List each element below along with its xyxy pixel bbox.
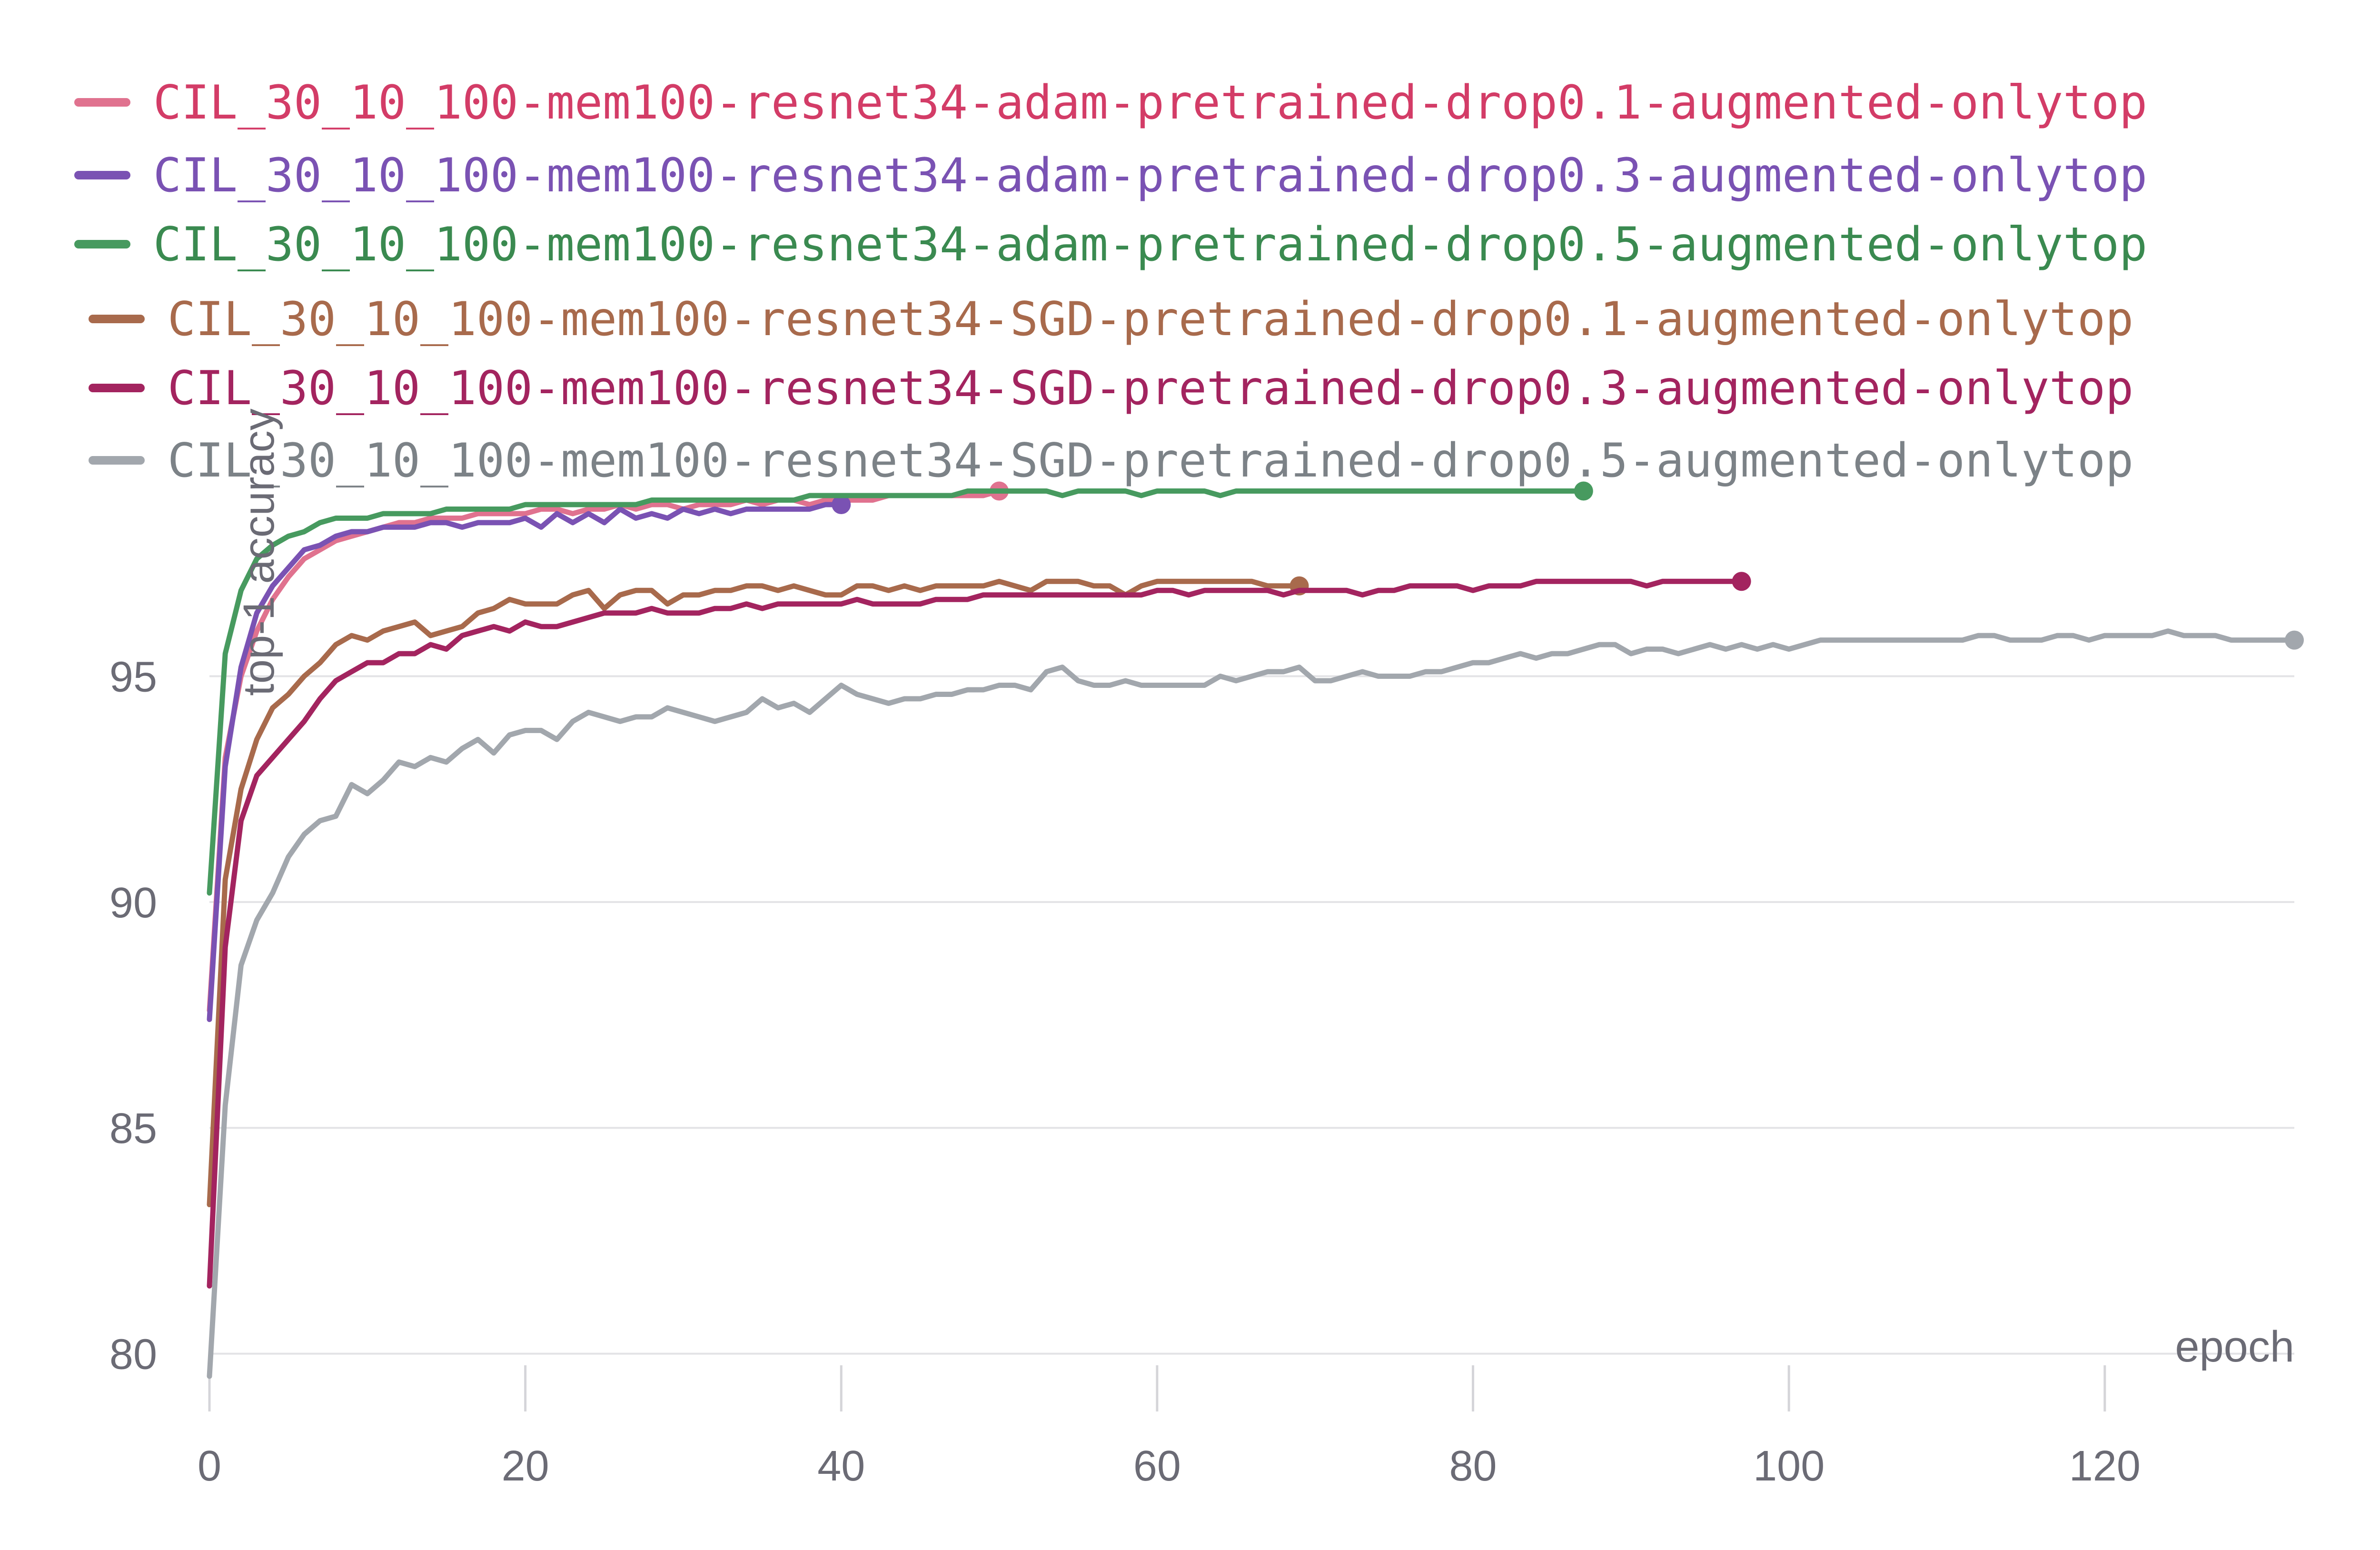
legend-label-5[interactable]: CIL_30_10_100-mem100-resnet34-SGD-pretra… [168, 434, 2133, 488]
x-tick-label: 0 [198, 1442, 221, 1490]
x-tick-label: 60 [1133, 1442, 1181, 1490]
series-end-point-2 [1574, 481, 1593, 501]
legend-label-0[interactable]: CIL_30_10_100-mem100-resnet34-adam-pretr… [153, 76, 2147, 130]
series-end-point-4 [1732, 572, 1751, 591]
x-axis-ticks: 0 20 40 60 80 100 120 [198, 1365, 2141, 1490]
series-end-point-1 [832, 495, 851, 514]
x-tick-label: 80 [1449, 1442, 1497, 1490]
x-tick-label: 120 [2069, 1442, 2141, 1490]
legend: CIL_30_10_100-mem100-resnet34-adam-pretr… [74, 76, 2147, 488]
series-line-4 [207, 578, 1745, 1289]
series-line-5 [207, 628, 2297, 1379]
x-tick-label: 20 [502, 1442, 549, 1490]
legend-label-1[interactable]: CIL_30_10_100-mem100-resnet34-adam-pretr… [153, 149, 2147, 203]
series-line-0 [207, 488, 1002, 1013]
series-end-point-5 [2285, 630, 2304, 650]
y-tick-label: 90 [109, 879, 157, 927]
y-axis-ticks: 80 85 90 95 [109, 654, 157, 1379]
y-tick-label: 95 [109, 654, 157, 701]
series-line-3 [207, 578, 1302, 1207]
series-line-2 [207, 488, 1587, 896]
x-tick-label: 100 [1753, 1442, 1825, 1490]
series-lines [207, 481, 2304, 1379]
y-axis-label: top-1 accuracy [235, 408, 283, 696]
legend-label-2[interactable]: CIL_30_10_100-mem100-resnet34-adam-pretr… [153, 218, 2147, 272]
y-tick-label: 80 [109, 1331, 157, 1379]
series-line-1 [207, 502, 844, 1022]
x-axis-label: epoch [2175, 1322, 2294, 1371]
legend-label-3[interactable]: CIL_30_10_100-mem100-resnet34-SGD-pretra… [168, 292, 2133, 347]
y-tick-label: 85 [109, 1105, 157, 1153]
x-tick-label: 40 [817, 1442, 865, 1490]
legend-label-4[interactable]: CIL_30_10_100-mem100-resnet34-SGD-pretra… [168, 361, 2133, 416]
gridlines [209, 675, 2294, 1355]
